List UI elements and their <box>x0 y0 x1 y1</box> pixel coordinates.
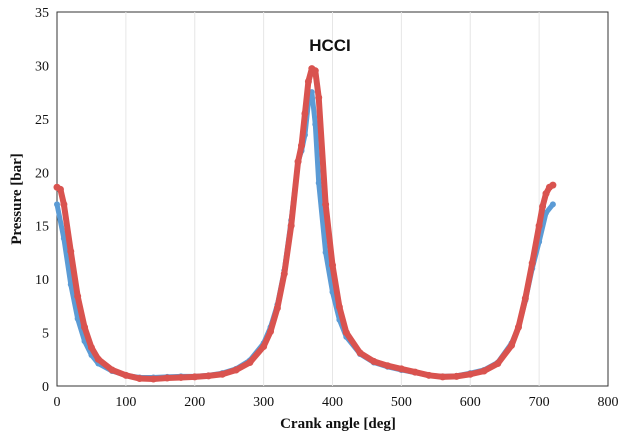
data-point <box>514 323 522 331</box>
data-point <box>356 349 364 357</box>
data-point <box>311 67 319 75</box>
data-point <box>205 372 213 380</box>
data-point <box>67 247 75 255</box>
data-point <box>329 261 336 269</box>
y-tick-label: 25 <box>35 113 49 128</box>
data-point <box>60 235 67 242</box>
data-point <box>508 341 516 349</box>
data-point <box>280 270 288 278</box>
data-point <box>322 200 330 208</box>
x-tick-label: 800 <box>598 395 619 410</box>
data-point <box>535 222 543 230</box>
data-point <box>108 366 116 374</box>
data-point <box>191 373 199 381</box>
data-point <box>74 315 81 322</box>
data-point <box>315 93 323 101</box>
data-point <box>298 142 306 150</box>
y-tick-label: 20 <box>35 166 49 181</box>
data-point <box>177 373 185 381</box>
data-point <box>322 249 329 256</box>
data-point <box>87 344 95 352</box>
data-point <box>60 200 68 208</box>
x-tick-label: 100 <box>115 395 136 410</box>
hcci-annotation: HCCI <box>309 36 351 55</box>
y-tick-label: 30 <box>35 59 49 74</box>
grid-lines <box>125 12 540 386</box>
data-point <box>260 342 268 350</box>
data-point <box>528 259 536 267</box>
data-point <box>301 110 309 118</box>
series-layer <box>53 65 557 383</box>
x-axis-title: Crank angle [deg] <box>280 416 396 432</box>
data-point <box>218 370 226 378</box>
data-point <box>304 77 312 85</box>
y-tick-label: 0 <box>42 380 49 395</box>
data-point <box>452 372 460 380</box>
data-point <box>335 303 343 311</box>
x-tick-label: 700 <box>529 395 550 410</box>
x-tick-label: 300 <box>253 395 274 410</box>
y-tick-label: 10 <box>35 273 49 288</box>
data-point <box>54 201 60 208</box>
x-tick-label: 400 <box>322 395 343 410</box>
data-point <box>163 374 171 382</box>
data-point <box>384 362 392 370</box>
data-point <box>521 294 529 302</box>
data-point <box>397 365 405 373</box>
y-axis-title: Pressure [bar] <box>9 153 25 245</box>
data-point <box>539 202 547 210</box>
y-tick-label: 15 <box>35 220 49 235</box>
data-point <box>246 358 254 366</box>
data-point <box>94 355 102 363</box>
y-tick-label: 5 <box>42 327 49 342</box>
data-point <box>136 375 144 383</box>
data-point <box>466 370 474 378</box>
data-point <box>542 190 550 198</box>
data-point <box>411 368 419 376</box>
data-point <box>312 121 319 128</box>
data-point <box>494 360 502 368</box>
data-point <box>549 181 557 189</box>
y-tick-labels: 0 5 10 15 20 25 30 35 <box>35 6 49 395</box>
data-point <box>149 375 157 383</box>
data-point <box>267 328 275 336</box>
x-tick-label: 0 <box>54 395 61 410</box>
data-point <box>425 371 433 379</box>
data-point <box>81 323 89 331</box>
data-point <box>56 185 64 193</box>
data-point <box>287 222 295 230</box>
data-point <box>370 357 378 365</box>
x-tick-label: 600 <box>460 395 481 410</box>
data-point <box>294 158 302 166</box>
x-tick-label: 500 <box>391 395 412 410</box>
data-point <box>232 366 240 374</box>
data-point <box>273 304 281 312</box>
x-tick-label: 200 <box>184 395 205 410</box>
data-point <box>439 373 447 381</box>
data-point <box>67 281 74 288</box>
data-point <box>315 179 322 186</box>
data-point <box>74 292 82 300</box>
x-tick-labels: 0 100 200 300 400 500 600 700 800 <box>54 395 619 410</box>
series-2 <box>53 65 557 383</box>
data-point <box>480 367 488 375</box>
data-point <box>342 329 350 337</box>
data-point <box>549 201 556 208</box>
y-tick-label: 35 <box>35 6 49 21</box>
data-point <box>122 371 130 379</box>
